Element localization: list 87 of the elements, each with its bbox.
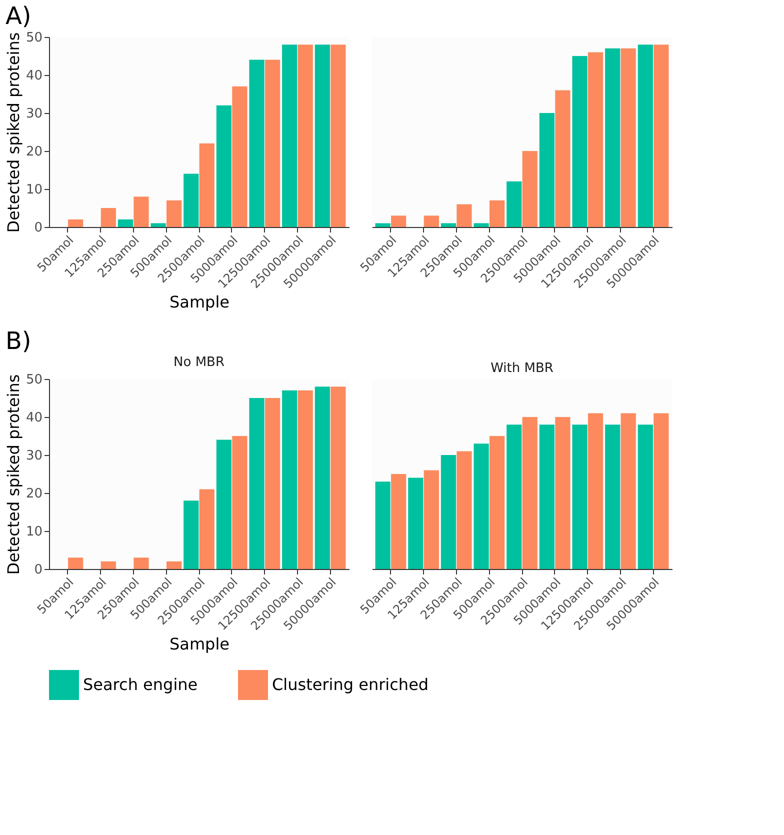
chart-title: No MBR (174, 355, 224, 370)
bar (522, 417, 538, 569)
bar (391, 474, 406, 569)
y-tick-label: 10 (26, 524, 42, 540)
bar (166, 200, 182, 227)
bar (440, 455, 456, 569)
bar (134, 558, 149, 569)
bar (654, 413, 669, 569)
bar (232, 86, 248, 227)
bar (118, 219, 134, 227)
y-tick-label: 30 (26, 448, 42, 464)
y-tick-label: 50 (26, 372, 42, 388)
y-tick-label: 20 (26, 486, 42, 502)
bar (489, 200, 505, 227)
bar (474, 223, 489, 227)
bar (489, 436, 505, 569)
bar (298, 390, 313, 569)
y-tick-label: 0 (34, 220, 42, 236)
bar (314, 44, 330, 227)
bar (298, 44, 313, 227)
text: A) (5, 2, 32, 30)
bar (572, 56, 588, 227)
bar (282, 44, 298, 227)
x-axis-title: Sample (170, 292, 230, 312)
bar (184, 500, 199, 569)
bar (216, 440, 232, 569)
y-tick-label: 0 (34, 562, 42, 578)
bar (474, 444, 489, 569)
chart-title: With MBR (490, 361, 554, 376)
bar (249, 398, 264, 569)
y-tick-label: 30 (26, 106, 42, 122)
legend-label: Clustering enriched (272, 675, 429, 694)
bar (375, 482, 390, 569)
bar (100, 561, 116, 569)
bar (506, 424, 522, 569)
y-tick-label: 40 (26, 68, 42, 84)
bar (456, 204, 472, 227)
bar (555, 417, 570, 569)
bar (588, 413, 604, 569)
text: B) (5, 327, 32, 355)
bar (330, 386, 346, 569)
bar (330, 44, 346, 227)
bar (216, 105, 232, 227)
bar (199, 489, 214, 569)
bar (588, 52, 604, 227)
bar (166, 561, 182, 569)
y-axis-title: Detected spiked proteins (4, 32, 23, 233)
bar (424, 216, 439, 227)
bar (249, 60, 264, 227)
bar (605, 48, 620, 227)
bar (68, 558, 84, 569)
bar (264, 60, 280, 227)
y-tick-label: 10 (26, 182, 42, 198)
bar (282, 390, 298, 569)
bar (408, 478, 424, 569)
bar (539, 424, 555, 569)
bar (150, 223, 166, 227)
bar (572, 424, 588, 569)
bar (391, 216, 406, 227)
bar (654, 44, 669, 227)
bar (314, 386, 330, 569)
y-tick-label: 40 (26, 410, 42, 426)
bar (638, 44, 653, 227)
y-tick-label: 50 (26, 30, 42, 46)
bar (68, 219, 84, 227)
bar (506, 181, 522, 227)
y-axis-title: Detected spiked proteins (4, 374, 23, 575)
bar (539, 113, 555, 227)
bar (184, 174, 199, 227)
bar (134, 196, 149, 227)
bar (100, 208, 116, 227)
bar (232, 436, 248, 569)
bar (522, 151, 538, 227)
bar (264, 398, 280, 569)
bar (605, 424, 620, 569)
bar (199, 143, 214, 227)
bar (440, 223, 456, 227)
bar (620, 413, 636, 569)
bar (424, 470, 439, 569)
bar (375, 223, 390, 227)
bar (555, 90, 570, 227)
bar (638, 424, 653, 569)
bar (620, 48, 636, 227)
legend-label: Search engine (83, 675, 198, 694)
y-tick-label: 20 (26, 144, 42, 160)
bar (456, 451, 472, 569)
x-axis-title: Sample (170, 634, 230, 654)
